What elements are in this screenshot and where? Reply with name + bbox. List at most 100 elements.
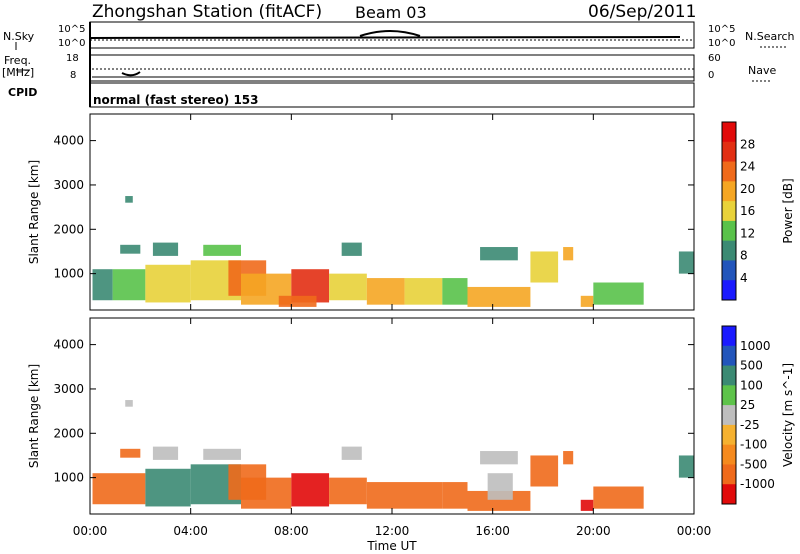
nsearch-tick-top: 10^5 [708, 24, 736, 35]
cpid-label: CPID [8, 86, 38, 99]
y-tick-label: 3000 [53, 178, 84, 192]
y-tick-label: 4000 [53, 134, 84, 148]
colorbar-frame [721, 121, 737, 301]
power-region [341, 242, 362, 256]
velocity-region [125, 400, 133, 407]
nsky-label: N.Sky [3, 30, 35, 43]
colorbar-segment [722, 484, 736, 505]
velocity-region [442, 482, 468, 509]
power-region [530, 251, 559, 283]
power-region [278, 295, 317, 307]
nave-tick-bottom: 0 [708, 70, 715, 81]
colorbar-tick-label: 28 [740, 137, 755, 151]
colorbar-segment [722, 405, 736, 426]
freq-tick-top: 18 [66, 53, 79, 64]
freq-tick-bottom: 8 [70, 70, 77, 81]
nsearch-tick-bottom: 10^0 [708, 38, 736, 49]
colorbar-segment [722, 365, 736, 386]
velocity-region [92, 473, 146, 505]
colorbar-tick-label: -500 [740, 457, 767, 471]
y-tick-label: 1000 [53, 267, 84, 281]
colorbar-tick-label: 25 [740, 398, 755, 412]
velocity-region [291, 473, 330, 507]
nsearch-label: N.Search [745, 30, 795, 43]
colorbar-tick-label: 24 [740, 160, 755, 174]
power-region [563, 247, 574, 261]
nsky-tick-bottom: 10^0 [58, 38, 86, 49]
y-tick-label: 2000 [53, 222, 84, 236]
colorbar-tick-label: 16 [740, 204, 755, 218]
beam-label: Beam 03 [355, 3, 427, 22]
colorbar-tick-label: -25 [740, 418, 760, 432]
colorbar-segment [722, 240, 736, 261]
date-label: 06/Sep/2011 [588, 2, 697, 22]
velocity-region [530, 455, 559, 487]
power-region [580, 295, 594, 307]
y-axis-label: Slant Range [km] [27, 364, 41, 468]
x-axis-label: Time UT [366, 539, 417, 553]
colorbar-tick-label: 100 [740, 378, 763, 392]
power-region [92, 269, 113, 301]
velocity-region [341, 446, 362, 460]
velocity-region [580, 499, 594, 511]
nsky-bump [359, 30, 421, 37]
freq-label-line2: [MHz] [2, 66, 35, 79]
nsky-trace [89, 36, 681, 39]
colorbar-segment [722, 220, 736, 242]
y-axis-label: Slant Range [km] [27, 160, 41, 264]
x-tick-label: 16:00 [475, 524, 510, 538]
velocity-region [678, 455, 694, 478]
colorbar-segment [722, 326, 736, 347]
freq-dip [121, 71, 141, 77]
power-region [145, 264, 191, 303]
colorbar-tick-label: -100 [740, 438, 767, 452]
colorbar-segment [722, 444, 736, 465]
x-tick-label: 20:00 [576, 524, 611, 538]
velocity-region [366, 482, 443, 509]
freq-label-line1: Freq. [4, 54, 32, 67]
nsky-tick-top: 10^5 [58, 24, 86, 35]
x-tick-label: 00:00 [677, 524, 712, 538]
cpid-panel-frame [89, 82, 695, 108]
colorbar-frame [721, 325, 737, 505]
colorbar-segment [722, 424, 736, 446]
nsky-panel-frame [89, 21, 695, 49]
power-region [329, 273, 367, 301]
power-region [203, 244, 241, 256]
x-tick-label: 08:00 [274, 524, 309, 538]
colorbar-label: Velocity [m s^-1] [781, 363, 795, 467]
colorbar-segment [722, 122, 736, 143]
nave-label: Nave [748, 64, 777, 77]
colorbar-tick-label: 500 [740, 359, 763, 373]
velocity-region [152, 446, 179, 460]
colorbar-tick-label: 12 [740, 226, 755, 240]
power-region [442, 278, 468, 305]
station-title: Zhongshan Station (fitACF) [92, 2, 323, 22]
colorbar-tick-label: -1000 [740, 477, 775, 491]
colorbar-segment [722, 345, 736, 367]
power-region [120, 244, 141, 254]
power-region [467, 286, 531, 307]
colorbar-tick-label: 20 [740, 182, 755, 196]
power-region [125, 196, 133, 203]
x-tick-label: 12:00 [375, 524, 410, 538]
colorbar-label: Power [dB] [781, 178, 795, 243]
x-tick-label: 00:00 [73, 524, 108, 538]
power-region [112, 269, 146, 301]
power-region [593, 282, 644, 305]
colorbar-tick-label: 1000 [740, 339, 771, 353]
y-tick-label: 4000 [53, 338, 84, 352]
y-tick-label: 1000 [53, 471, 84, 485]
velocity-region [145, 468, 191, 507]
velocity-region [203, 448, 241, 460]
y-tick-label: 2000 [53, 426, 84, 440]
colorbar-segment [722, 280, 736, 301]
velocity-region [487, 473, 513, 500]
colorbar-segment [722, 181, 736, 202]
colorbar-segment [722, 161, 736, 182]
velocity-region [329, 477, 367, 505]
colorbar-segment [722, 385, 736, 406]
colorbar-tick-label: 8 [740, 249, 748, 263]
colorbar-segment [722, 260, 736, 281]
